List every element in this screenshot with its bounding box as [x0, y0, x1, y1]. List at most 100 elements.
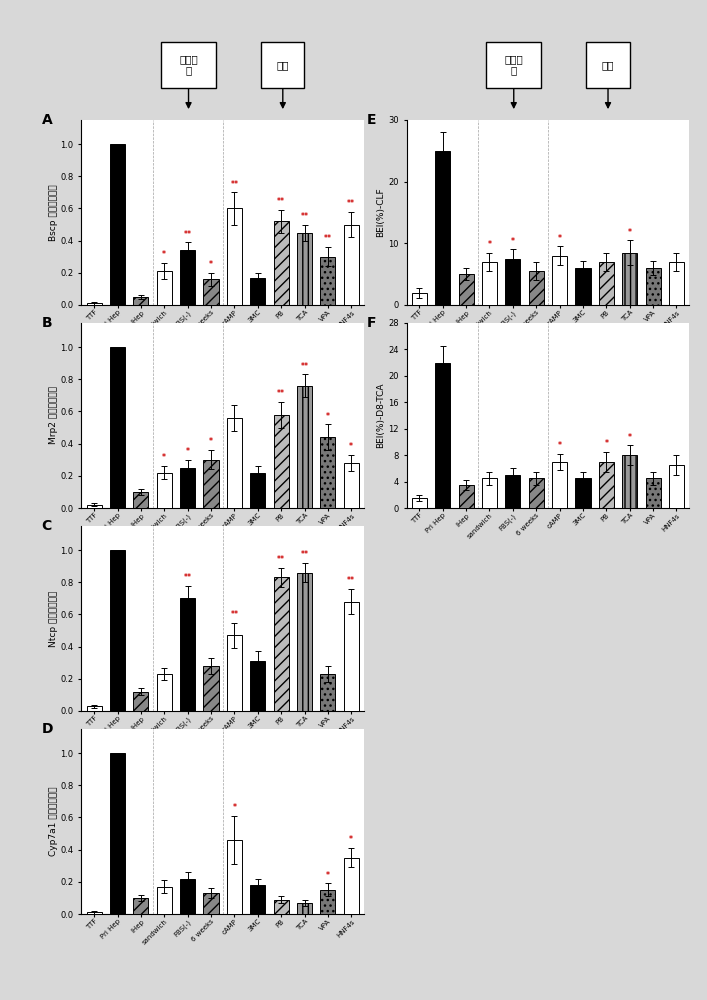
Bar — [552, 256, 567, 305]
Text: *: * — [163, 250, 166, 259]
Bar — [320, 257, 336, 305]
Text: **: ** — [230, 180, 238, 189]
Text: *: * — [326, 871, 330, 880]
Text: E: E — [367, 113, 376, 127]
Bar — [227, 418, 242, 508]
Bar — [411, 498, 427, 508]
Bar — [575, 268, 590, 305]
Bar — [274, 577, 288, 711]
Text: 激活: 激活 — [276, 60, 289, 70]
Text: *: * — [558, 441, 561, 450]
Text: **: ** — [300, 362, 308, 371]
Bar — [669, 262, 684, 305]
Bar — [157, 271, 172, 305]
Bar — [110, 550, 125, 711]
Bar — [622, 253, 637, 305]
Bar — [320, 437, 336, 508]
Bar — [157, 674, 172, 711]
Text: 激活: 激活 — [602, 60, 614, 70]
Bar — [227, 208, 242, 305]
Bar — [297, 233, 312, 305]
Text: **: ** — [347, 199, 355, 208]
Bar — [575, 478, 590, 508]
Text: *: * — [209, 437, 213, 446]
Bar — [529, 271, 544, 305]
Bar — [204, 666, 218, 711]
Text: *: * — [349, 442, 354, 451]
Bar — [204, 893, 218, 914]
Text: *: * — [349, 835, 354, 844]
Bar — [622, 455, 637, 508]
Bar — [435, 151, 450, 305]
Bar — [344, 858, 359, 914]
Bar — [506, 259, 520, 305]
Bar — [320, 674, 336, 711]
Bar — [86, 505, 102, 508]
Text: *: * — [163, 453, 166, 462]
Text: *: * — [628, 433, 632, 442]
Text: *: * — [186, 447, 189, 456]
Bar — [297, 386, 312, 508]
Bar — [411, 293, 427, 305]
Text: 培养条
件: 培养条 件 — [504, 55, 523, 75]
Bar — [204, 460, 218, 508]
Text: A: A — [42, 113, 52, 127]
Bar — [227, 635, 242, 711]
Text: **: ** — [277, 389, 285, 398]
Bar — [204, 279, 218, 305]
Text: **: ** — [184, 573, 192, 582]
Text: *: * — [209, 260, 213, 269]
Text: C: C — [42, 519, 52, 533]
Bar — [86, 706, 102, 711]
Text: F: F — [367, 316, 376, 330]
Text: **: ** — [184, 230, 192, 239]
Bar — [599, 262, 614, 305]
Bar — [344, 463, 359, 508]
Bar — [110, 753, 125, 914]
Bar — [134, 692, 148, 711]
Bar — [134, 898, 148, 914]
Bar — [344, 602, 359, 711]
Y-axis label: Cyp7a1 基因表达水平: Cyp7a1 基因表达水平 — [49, 787, 58, 856]
Text: *: * — [233, 803, 236, 812]
Text: *: * — [488, 240, 491, 249]
Text: **: ** — [300, 212, 308, 221]
Bar — [274, 900, 288, 914]
Y-axis label: BEI(%)-D8-TCA: BEI(%)-D8-TCA — [377, 383, 385, 448]
Bar — [552, 462, 567, 508]
Bar — [274, 415, 288, 508]
Bar — [482, 262, 497, 305]
Bar — [506, 475, 520, 508]
Y-axis label: Mrp2 基因表达水平: Mrp2 基因表达水平 — [49, 386, 58, 444]
Text: **: ** — [230, 610, 238, 619]
Bar — [459, 274, 474, 305]
Text: D: D — [42, 722, 53, 736]
Text: **: ** — [277, 197, 285, 206]
Bar — [86, 303, 102, 305]
Text: **: ** — [277, 555, 285, 564]
Bar — [250, 278, 265, 305]
Bar — [599, 462, 614, 508]
Y-axis label: BEI(%)-CLF: BEI(%)-CLF — [377, 188, 385, 237]
Bar — [180, 250, 195, 305]
Bar — [157, 473, 172, 508]
Bar — [645, 478, 661, 508]
Text: *: * — [558, 234, 561, 243]
Text: *: * — [326, 412, 330, 421]
Bar — [297, 573, 312, 711]
Bar — [86, 912, 102, 914]
Bar — [297, 903, 312, 914]
Text: 培养条
件: 培养条 件 — [179, 55, 198, 75]
Bar — [529, 478, 544, 508]
Bar — [320, 890, 336, 914]
Bar — [134, 492, 148, 508]
Bar — [250, 885, 265, 914]
Text: *: * — [604, 439, 608, 448]
Bar — [274, 221, 288, 305]
Text: *: * — [511, 237, 515, 246]
Bar — [482, 478, 497, 508]
Bar — [435, 363, 450, 508]
Text: *: * — [628, 228, 632, 237]
Text: B: B — [42, 316, 52, 330]
Text: **: ** — [324, 234, 332, 243]
